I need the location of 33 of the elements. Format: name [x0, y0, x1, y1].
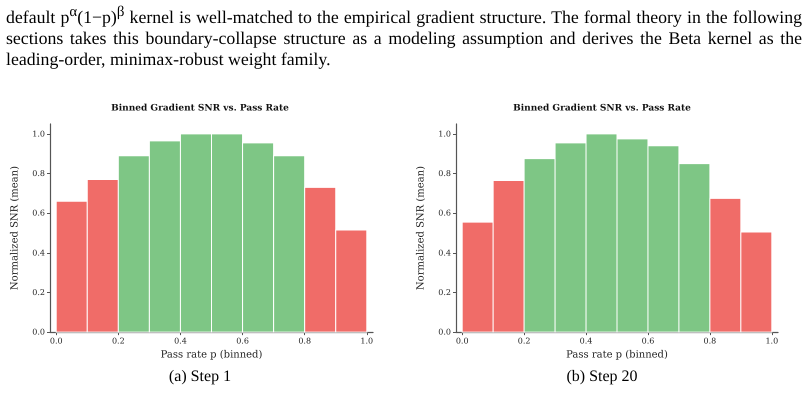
text: (b) Step 20 [565, 368, 639, 386]
x-tick-label: 0.6 [642, 336, 654, 346]
x-tick-label: 0.4 [174, 336, 187, 346]
x-tick-label: 1.0 [360, 336, 374, 346]
x-tick-label: 1.0 [765, 336, 778, 346]
x-tick-label: 0.2 [518, 336, 530, 346]
y-tick-label: 1.0 [32, 129, 45, 138]
chart-title: Binned Gradient SNR vs. Pass Rate [111, 104, 290, 114]
y-tick-label: 0.6 [32, 208, 45, 218]
x-tick-label: 0.6 [236, 336, 249, 346]
x-tick-label: 0.0 [50, 336, 63, 346]
x-tick-label: 0.2 [112, 336, 125, 346]
x-axis-title: Pass rate p (binned) [160, 350, 262, 360]
y-tick-label: 0.4 [438, 248, 451, 258]
y-tick-label: 0.4 [32, 248, 45, 258]
y-tick-label: 0.0 [438, 328, 451, 337]
y-tick-label: 0.2 [32, 288, 45, 297]
y-tick-label: 0.6 [438, 208, 451, 218]
y-axis-title: Normalized SNR (mean) [416, 166, 426, 290]
text: default p$^{α}$(1−p)$^{β}$ kernel is well-matched to the empirical gradient structure. The formal theory in the following sections takes this boundary-collapse structure as a modeling assumption and derives the Beta kernel as the leading-order, minimax-robust weight family. [6, 3, 802, 70]
x-axis-title: Pass rate p (binned) [566, 350, 668, 360]
chart-title: Binned Gradient SNR vs. Pass Rate [513, 104, 692, 114]
y-tick-label: 1.0 [438, 129, 451, 138]
y-tick-label: 0.0 [32, 328, 45, 337]
x-tick-label: 0.8 [298, 336, 312, 346]
y-tick-label: 0.8 [438, 169, 451, 178]
x-tick-label: 0.0 [456, 336, 469, 346]
x-tick-label: 0.4 [580, 336, 592, 346]
text: (a) Step 1 [168, 368, 232, 386]
y-tick-label: 0.2 [438, 288, 451, 297]
y-axis-title: Normalized SNR (mean) [10, 166, 20, 290]
x-tick-label: 0.8 [704, 336, 716, 346]
y-tick-label: 0.8 [32, 169, 45, 178]
